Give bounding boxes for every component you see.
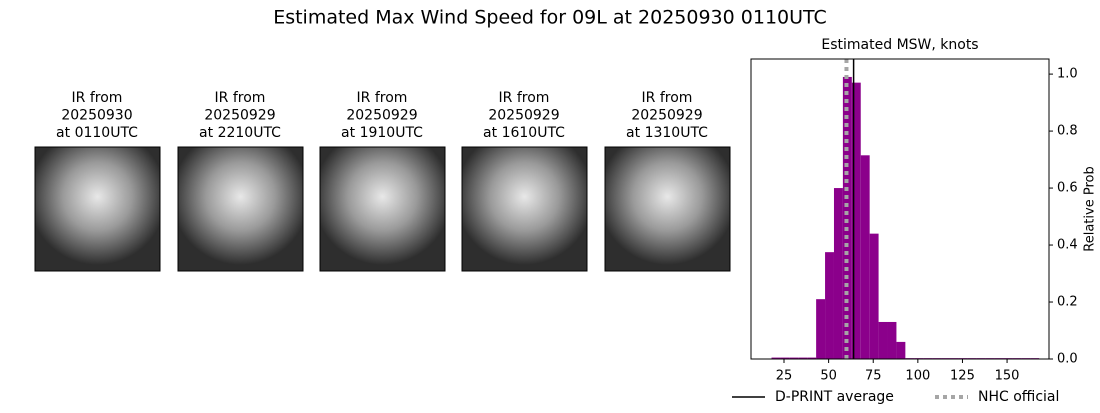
ir-image	[604, 146, 731, 272]
y-tick-label: 0.0	[1057, 352, 1078, 367]
ir-image	[461, 146, 588, 272]
image-caption: 20250929	[346, 108, 417, 124]
image-caption: at 0110UTC	[56, 125, 138, 141]
legend-label: D-PRINT average	[775, 389, 894, 405]
x-tick-label: 100	[905, 369, 930, 384]
image-caption: 20250929	[631, 108, 702, 124]
x-tick-label: 25	[776, 369, 793, 384]
bar	[798, 357, 808, 359]
bar	[780, 357, 790, 359]
bar	[851, 82, 861, 359]
bar	[869, 233, 879, 359]
y-tick-label: 0.2	[1057, 295, 1078, 310]
bar	[771, 357, 781, 359]
image-caption: IR from	[215, 90, 266, 106]
x-tick-label: 75	[865, 369, 882, 384]
ir-image	[34, 146, 161, 272]
bar	[842, 76, 852, 359]
y-tick-label: 0.4	[1057, 238, 1078, 253]
x-tick-label: 125	[950, 369, 975, 384]
x-tick-label: 150	[995, 369, 1020, 384]
ir-image	[177, 146, 304, 272]
image-caption: at 1910UTC	[341, 125, 423, 141]
bar	[807, 357, 817, 359]
bar	[860, 155, 870, 359]
image-caption: at 1610UTC	[483, 125, 565, 141]
bar	[816, 299, 826, 359]
bar	[887, 321, 897, 359]
bar	[878, 321, 888, 359]
figure-title: Estimated Max Wind Speed for 09L at 2025…	[273, 7, 827, 29]
y-tick-label: 0.6	[1057, 181, 1078, 196]
bar	[825, 252, 834, 359]
image-caption: IR from	[642, 90, 693, 106]
ir-image	[319, 146, 446, 272]
bar	[833, 188, 843, 359]
y-tick-label: 1.0	[1057, 67, 1078, 82]
image-caption: 20250929	[488, 108, 559, 124]
bar	[789, 357, 799, 359]
image-caption: IR from	[357, 90, 408, 106]
axes-title: Estimated MSW, knots	[821, 37, 978, 53]
image-caption: IR from	[72, 90, 123, 106]
legend-label: NHC official	[978, 389, 1059, 405]
bar	[896, 341, 906, 359]
x-tick-label: 50	[820, 369, 837, 384]
image-caption: IR from	[499, 90, 550, 106]
image-caption: 20250929	[204, 108, 275, 124]
image-caption: at 1310UTC	[626, 125, 708, 141]
image-caption: at 2210UTC	[199, 125, 281, 141]
y-axis-label: Relative Prob	[1083, 166, 1098, 251]
y-tick-label: 0.8	[1057, 124, 1078, 139]
axes-frame	[750, 58, 1050, 360]
image-caption: 20250930	[61, 108, 132, 124]
